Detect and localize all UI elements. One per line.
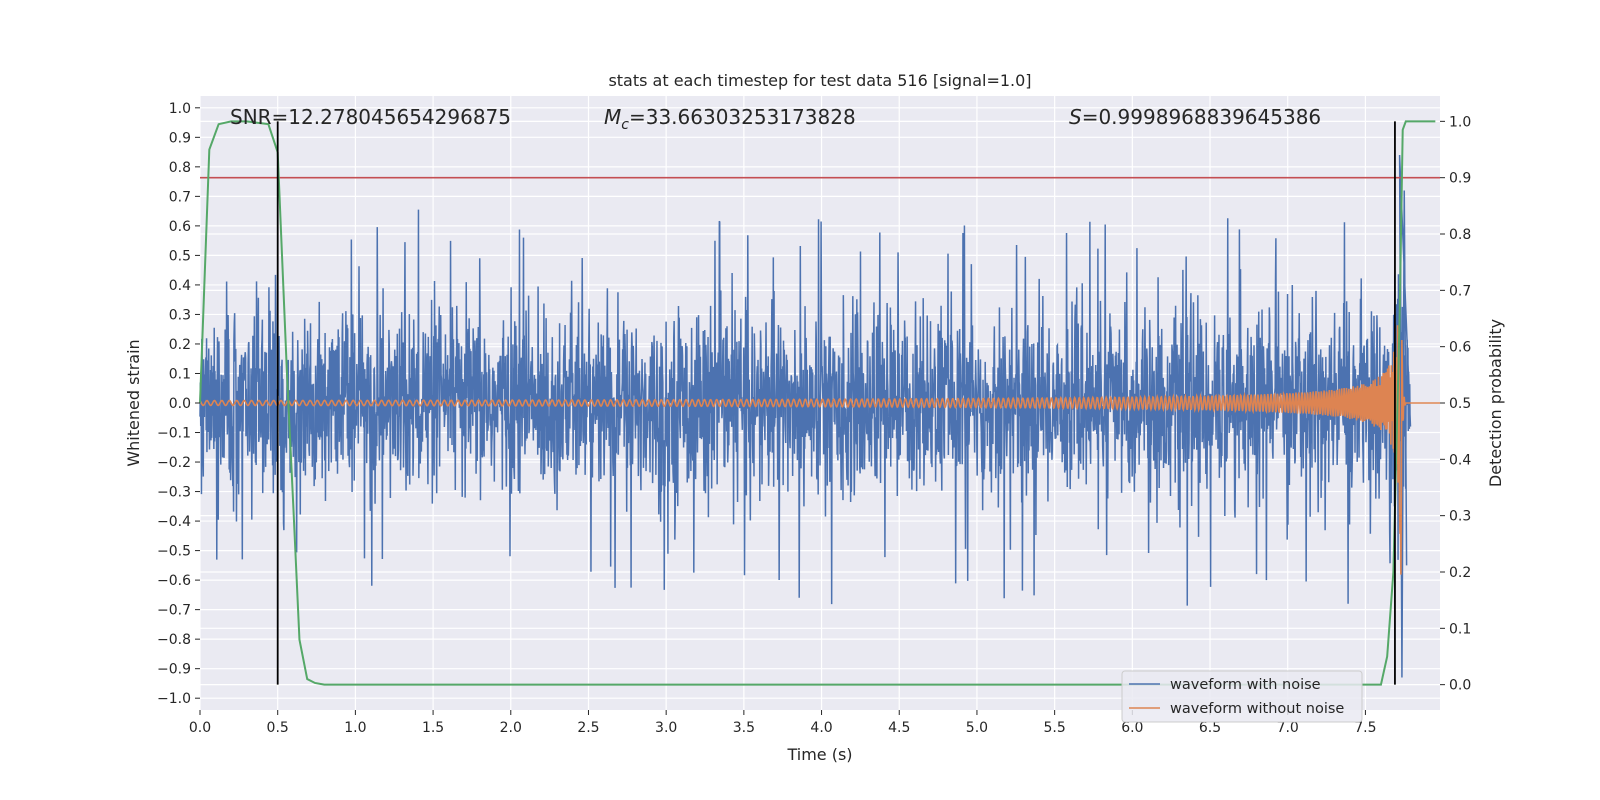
y-tick-label: −0.6 xyxy=(157,573,191,589)
statistic-value: =0.9998968839645386 xyxy=(1082,105,1321,129)
y2-tick-label: 0.8 xyxy=(1449,227,1471,243)
x-tick-label: 3.0 xyxy=(655,720,677,736)
x-tick-label: 5.5 xyxy=(1044,720,1066,736)
x-tick-label: 4.5 xyxy=(888,720,910,736)
y2-tick-label: 0.3 xyxy=(1449,509,1471,525)
y-tick-label: −1.0 xyxy=(157,691,191,707)
series-layer xyxy=(199,155,1440,678)
x-tick-label: 3.5 xyxy=(733,720,755,736)
y-tick-label: 0.3 xyxy=(169,307,191,323)
y-tick-label: 0.1 xyxy=(169,366,191,382)
series-detection-probability xyxy=(199,120,1436,686)
x-tick-label: 2.0 xyxy=(500,720,522,736)
series-waveform-without-noise xyxy=(199,325,1440,575)
x-tick-label: 6.5 xyxy=(1199,720,1221,736)
y-tick-label: −0.9 xyxy=(157,662,191,678)
y2-tick-label: 0.0 xyxy=(1449,678,1471,694)
x-axis-label: Time (s) xyxy=(786,745,852,764)
x-tick-label: 7.0 xyxy=(1277,720,1299,736)
y2-tick-label: 0.5 xyxy=(1449,396,1471,412)
x-tick-label: 5.0 xyxy=(966,720,988,736)
y2-axis-label: Detection probability xyxy=(1486,319,1505,487)
y2-tick-label: 0.1 xyxy=(1449,621,1471,637)
x-tick-label: 6.0 xyxy=(1121,720,1143,736)
x-tick-label: 1.0 xyxy=(344,720,366,736)
x-tick-label: 1.5 xyxy=(422,720,444,736)
y-tick-label: −0.1 xyxy=(157,426,191,442)
y-tick-label: 0.7 xyxy=(169,189,191,205)
y-axis-label: Whitened strain xyxy=(124,339,143,466)
legend-label-clean: waveform without noise xyxy=(1170,701,1344,717)
y-tick-label: −0.7 xyxy=(157,603,191,619)
chirp-mass-annotation: Mc=33.66303253173828 xyxy=(604,105,856,133)
chirp-mass-subscript: c xyxy=(621,117,629,133)
x-tick-label: 7.5 xyxy=(1354,720,1376,736)
snr-annotation: SNR=12.278045654296875 xyxy=(230,105,511,129)
y-tick-label: −0.3 xyxy=(157,485,191,501)
y2-axis-ticks: 1.0 0.9 0.8 0.7 0.6 0.5 0.4 0.3 0.2 0.1 0.0 xyxy=(1440,114,1471,694)
y-tick-label: 1.0 xyxy=(169,101,191,117)
y-axis-ticks: 1.0 0.9 0.8 0.7 0.6 0.5 0.4 0.3 0.2 0.1 0.0 −0.1 −0.… xyxy=(157,101,200,707)
y-tick-label: −0.2 xyxy=(157,455,191,471)
y-tick-label: 0.8 xyxy=(169,160,191,176)
y2-tick-label: 0.7 xyxy=(1449,283,1471,299)
y2-tick-label: 0.9 xyxy=(1449,171,1471,187)
statistic-symbol: S xyxy=(1069,105,1082,129)
y2-tick-label: 0.4 xyxy=(1449,452,1471,468)
y2-tick-label: 0.6 xyxy=(1449,340,1471,356)
x-tick-label: 0.5 xyxy=(267,720,289,736)
x-tick-label: 2.5 xyxy=(577,720,599,736)
x-axis-ticks: 0.0 0.5 1.0 1.5 2.0 2.5 3.0 3.5 4.0 4.5 5.0 5.5 6.0 6… xyxy=(189,710,1377,736)
x-tick-label: 4.0 xyxy=(810,720,832,736)
x-tick-label: 0.0 xyxy=(189,720,211,736)
y2-tick-label: 1.0 xyxy=(1449,114,1471,130)
y-tick-label: 0.2 xyxy=(169,337,191,353)
y-tick-label: −0.4 xyxy=(157,514,191,530)
chirp-mass-value: =33.66303253173828 xyxy=(629,105,856,129)
y-tick-label: 0.6 xyxy=(169,219,191,235)
y-tick-label: −0.8 xyxy=(157,632,191,648)
legend-label-noise: waveform with noise xyxy=(1170,677,1321,693)
y-tick-label: 0.9 xyxy=(169,130,191,146)
markers xyxy=(199,120,1440,686)
chart-title: stats at each timestep for test data 516… xyxy=(608,71,1031,90)
y-tick-label: 0.4 xyxy=(169,278,191,294)
y-tick-label: 0.0 xyxy=(169,396,191,412)
legend-box xyxy=(1121,670,1363,723)
y-tick-label: 0.5 xyxy=(169,248,191,264)
y2-tick-label: 0.2 xyxy=(1449,565,1471,581)
chirp-mass-symbol: M xyxy=(604,105,621,129)
y-tick-label: −0.5 xyxy=(157,544,191,560)
statistic-annotation: S=0.9998968839645386 xyxy=(1069,105,1321,129)
legend: waveform with noise waveform without noi… xyxy=(1121,670,1363,723)
